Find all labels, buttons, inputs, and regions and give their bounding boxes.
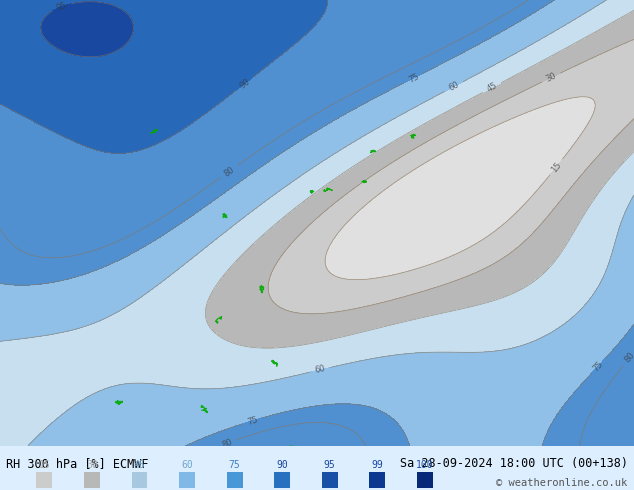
Text: Sa 28-09-2024 18:00 UTC (00+138): Sa 28-09-2024 18:00 UTC (00+138) bbox=[399, 457, 628, 470]
FancyBboxPatch shape bbox=[274, 472, 290, 488]
FancyBboxPatch shape bbox=[84, 472, 100, 488]
Text: 95: 95 bbox=[55, 0, 68, 13]
Text: 60: 60 bbox=[181, 460, 193, 470]
Text: 60: 60 bbox=[314, 364, 327, 375]
Text: 95: 95 bbox=[324, 460, 335, 470]
Text: 99: 99 bbox=[372, 460, 383, 470]
Text: 80: 80 bbox=[220, 438, 233, 450]
Text: 80: 80 bbox=[222, 165, 236, 178]
Text: 100: 100 bbox=[416, 460, 434, 470]
Text: 45: 45 bbox=[134, 460, 145, 470]
FancyBboxPatch shape bbox=[369, 472, 385, 488]
FancyBboxPatch shape bbox=[132, 472, 147, 488]
Text: 30: 30 bbox=[86, 460, 98, 470]
Text: 75: 75 bbox=[591, 360, 605, 373]
Text: 75: 75 bbox=[229, 460, 240, 470]
Text: 75: 75 bbox=[246, 415, 259, 427]
Text: RH 300 hPa [%] ECMWF: RH 300 hPa [%] ECMWF bbox=[6, 457, 149, 470]
Text: 90: 90 bbox=[238, 77, 252, 90]
Text: 15: 15 bbox=[39, 460, 50, 470]
FancyBboxPatch shape bbox=[417, 472, 432, 488]
FancyBboxPatch shape bbox=[179, 472, 195, 488]
FancyBboxPatch shape bbox=[0, 446, 634, 490]
Text: 90: 90 bbox=[276, 460, 288, 470]
Text: © weatheronline.co.uk: © weatheronline.co.uk bbox=[496, 478, 628, 488]
FancyBboxPatch shape bbox=[37, 472, 53, 488]
FancyBboxPatch shape bbox=[322, 472, 338, 488]
Text: 75: 75 bbox=[406, 72, 420, 84]
Text: 15: 15 bbox=[550, 160, 563, 174]
Text: 30: 30 bbox=[545, 71, 558, 84]
Text: 60: 60 bbox=[447, 80, 461, 93]
Text: 80: 80 bbox=[623, 350, 634, 365]
Text: 45: 45 bbox=[485, 81, 499, 94]
FancyBboxPatch shape bbox=[227, 472, 242, 488]
